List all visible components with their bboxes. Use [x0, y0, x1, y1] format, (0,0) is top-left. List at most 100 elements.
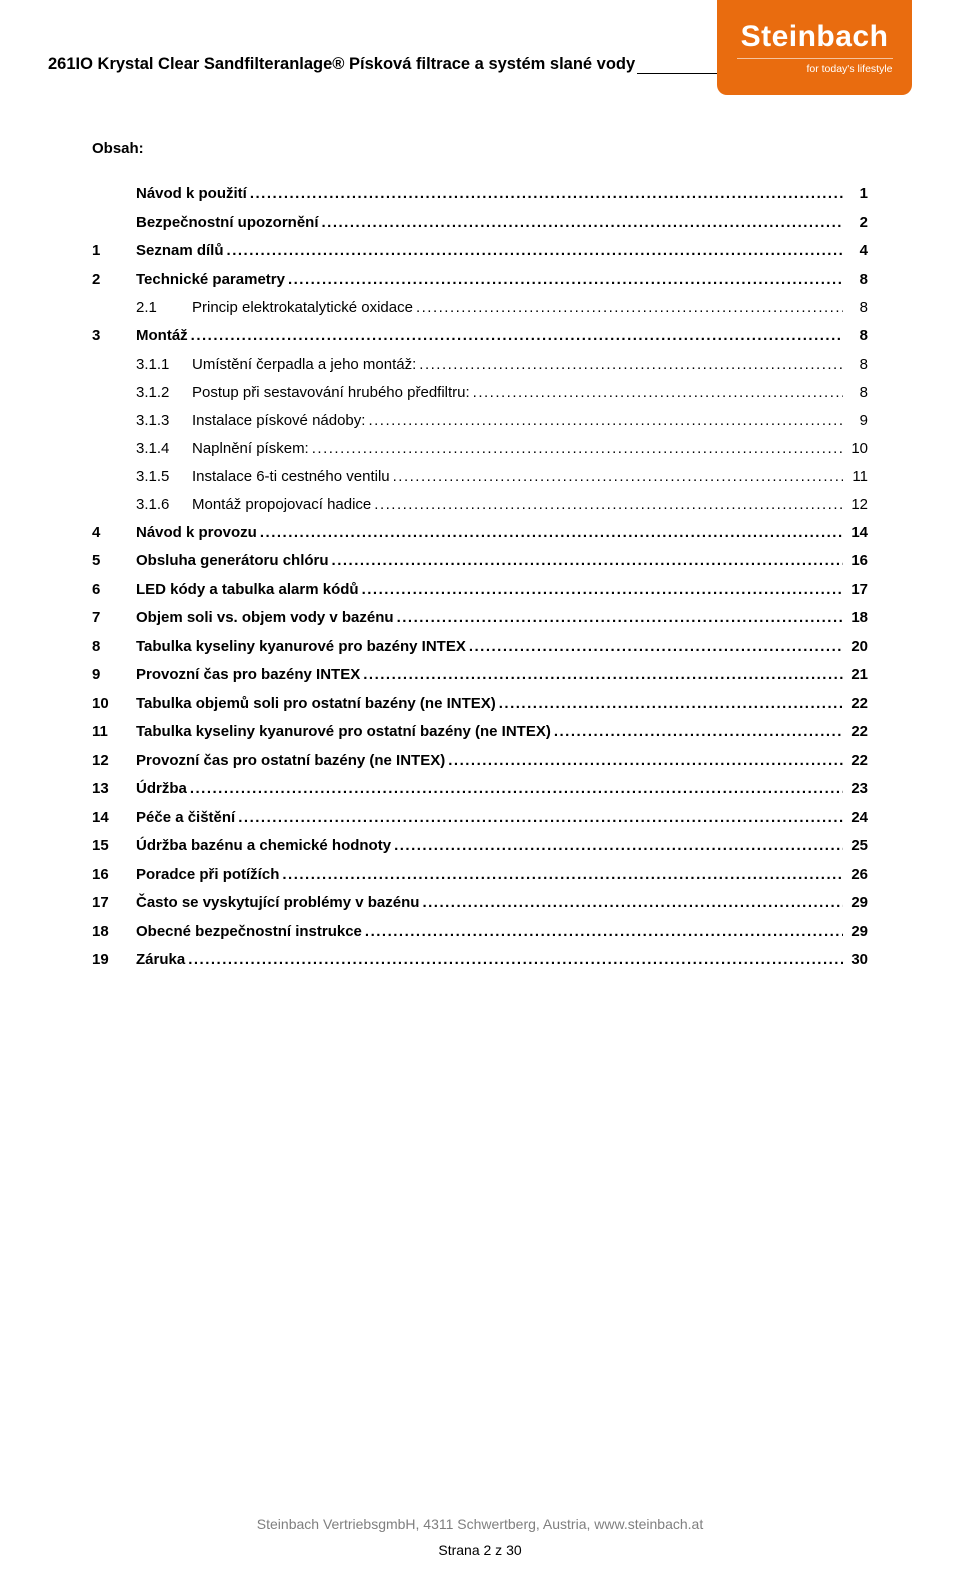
toc-entry: 19Záruka 30 [92, 951, 868, 968]
toc-page-number: 2 [846, 214, 868, 231]
toc-leader-dots [191, 327, 843, 344]
toc-entry: 3.1.5Instalace 6-ti cestného ventilu 11 [92, 468, 868, 485]
toc-title: Provozní čas pro ostatní bazény (ne INTE… [136, 752, 445, 769]
content-area: Obsah: Návod k použití 1Bezpečnostní upo… [92, 140, 868, 980]
toc-subnumber: 3.1.6 [136, 496, 192, 513]
table-of-contents: Návod k použití 1 Bezpečnostní upozornění… [92, 185, 868, 968]
toc-title: Postup při sestavování hrubého předfiltr… [192, 384, 470, 401]
toc-page-number: 8 [846, 327, 868, 344]
toc-number: 5 [92, 552, 136, 569]
toc-leader-dots [473, 384, 843, 401]
toc-title: Údržba bazénu a chemické hodnoty [136, 837, 391, 854]
toc-number: 16 [92, 866, 136, 883]
toc-page-number: 8 [846, 271, 868, 288]
toc-page-number: 22 [846, 723, 868, 740]
toc-subnumber: 3.1.4 [136, 440, 192, 457]
toc-entry: 4Návod k provozu 14 [92, 524, 868, 541]
toc-number: 8 [92, 638, 136, 655]
toc-title: Tabulka kyseliny kyanurové pro ostatní b… [136, 723, 551, 740]
toc-title: Tabulka objemů soli pro ostatní bazény (… [136, 695, 496, 712]
toc-page-number: 9 [846, 412, 868, 429]
toc-title: Záruka [136, 951, 185, 968]
toc-page-number: 21 [846, 666, 868, 683]
toc-page-number: 8 [846, 299, 868, 316]
toc-number: 11 [92, 723, 136, 740]
toc-leader-dots [288, 271, 843, 288]
toc-subnumber: 2.1 [136, 299, 192, 316]
toc-number: 4 [92, 524, 136, 541]
toc-subnumber: 3.1.1 [136, 356, 192, 373]
toc-entry: 12Provozní čas pro ostatní bazény (ne IN… [92, 752, 868, 769]
toc-leader-dots [190, 780, 843, 797]
footer-page-number: Strana 2 z 30 [0, 1542, 960, 1558]
toc-entry: Návod k použití 1 [92, 185, 868, 202]
toc-number: 18 [92, 923, 136, 940]
toc-page-number: 23 [846, 780, 868, 797]
toc-title: LED kódy a tabulka alarm kódů [136, 581, 359, 598]
toc-leader-dots [332, 552, 843, 569]
toc-page-number: 8 [846, 356, 868, 373]
toc-title: Instalace pískové nádoby: [192, 412, 365, 429]
toc-title: Obsluha generátoru chlóru [136, 552, 329, 569]
toc-title: Údržba [136, 780, 187, 797]
toc-leader-dots [282, 866, 843, 883]
toc-page-number: 29 [846, 894, 868, 911]
toc-leader-dots [322, 214, 843, 231]
toc-leader-dots [499, 695, 843, 712]
toc-page-number: 10 [846, 440, 868, 457]
toc-subnumber: 3.1.5 [136, 468, 192, 485]
toc-title: Seznam dílů [136, 242, 224, 259]
toc-page-number: 24 [846, 809, 868, 826]
toc-title: Často se vyskytující problémy v bazénu [136, 894, 419, 911]
toc-page-number: 26 [846, 866, 868, 883]
toc-title: Naplnění pískem: [192, 440, 309, 457]
toc-title: Návod k provozu [136, 524, 257, 541]
toc-entry: 17Často se vyskytující problémy v bazénu… [92, 894, 868, 911]
toc-entry: 6LED kódy a tabulka alarm kódů 17 [92, 581, 868, 598]
toc-entry: Bezpečnostní upozornění 2 [92, 214, 868, 231]
toc-leader-dots [362, 581, 843, 598]
toc-number: 17 [92, 894, 136, 911]
toc-page-number: 18 [846, 609, 868, 626]
toc-leader-dots [368, 412, 843, 429]
toc-entry: 16Poradce při potížích 26 [92, 866, 868, 883]
toc-page-number: 22 [846, 695, 868, 712]
toc-entry: 8Tabulka kyseliny kyanurové pro bazény I… [92, 638, 868, 655]
toc-leader-dots [374, 496, 843, 513]
footer-company: Steinbach VertriebsgmbH, 4311 Schwertber… [0, 1516, 960, 1532]
toc-title: Objem soli vs. objem vody v bazénu [136, 609, 394, 626]
toc-number: 2 [92, 271, 136, 288]
toc-page-number: 11 [846, 468, 868, 485]
toc-number: 15 [92, 837, 136, 854]
toc-title: Montáž [136, 327, 188, 344]
toc-title: Poradce při potížích [136, 866, 279, 883]
toc-leader-dots [365, 923, 843, 940]
toc-title: Instalace 6-ti cestného ventilu [192, 468, 390, 485]
document-page: 261IO Krystal Clear Sandfilteranlage® Pí… [0, 0, 960, 1592]
toc-page-number: 4 [846, 242, 868, 259]
toc-leader-dots [188, 951, 843, 968]
brand-tagline: for today's lifestyle [737, 58, 893, 75]
toc-leader-dots [554, 723, 843, 740]
brand-name: Steinbach [741, 20, 889, 54]
toc-entry: 14Péče a čištění 24 [92, 809, 868, 826]
toc-entry: 3.1.4Naplnění pískem: 10 [92, 440, 868, 457]
toc-page-number: 1 [846, 185, 868, 202]
toc-page-number: 29 [846, 923, 868, 940]
toc-page-number: 14 [846, 524, 868, 541]
toc-number: 1 [92, 242, 136, 259]
toc-page-number: 25 [846, 837, 868, 854]
toc-entry: 11Tabulka kyseliny kyanurové pro ostatní… [92, 723, 868, 740]
toc-entry: 5Obsluha generátoru chlóru 16 [92, 552, 868, 569]
toc-number: 7 [92, 609, 136, 626]
toc-entry: 2.1Princip elektrokatalytické oxidace 8 [92, 299, 868, 316]
toc-page-number: 8 [846, 384, 868, 401]
toc-leader-dots [363, 666, 843, 683]
toc-page-number: 30 [846, 951, 868, 968]
toc-leader-dots [416, 299, 843, 316]
toc-page-number: 20 [846, 638, 868, 655]
toc-title: Montáž propojovací hadice [192, 496, 371, 513]
toc-entry: 15Údržba bazénu a chemické hodnoty 25 [92, 837, 868, 854]
toc-entry: 13Údržba 23 [92, 780, 868, 797]
toc-number: 14 [92, 809, 136, 826]
